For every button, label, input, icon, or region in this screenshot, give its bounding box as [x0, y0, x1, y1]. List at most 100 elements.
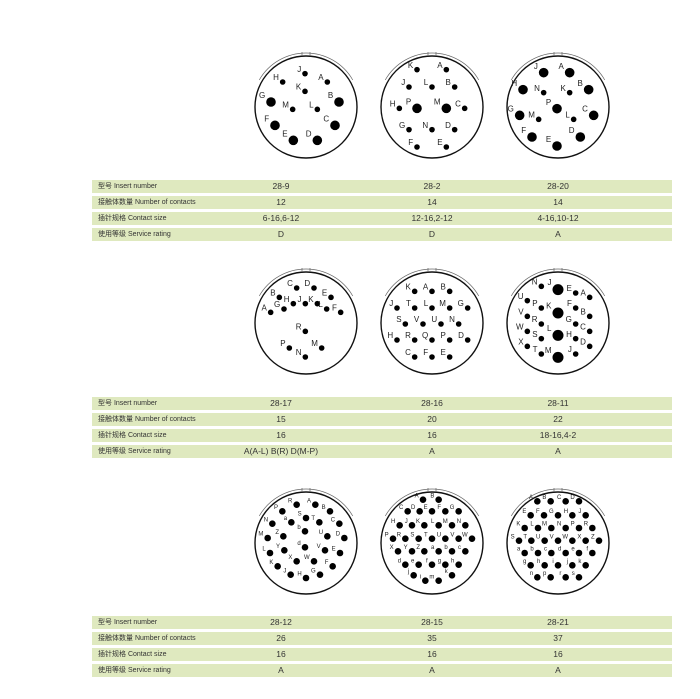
- pin-label: Z: [416, 545, 420, 551]
- pin-label: E: [437, 138, 442, 147]
- pin-label: H: [273, 73, 279, 82]
- pin-label: a: [517, 547, 521, 553]
- pin-contact: [455, 561, 462, 568]
- pin-contact: [402, 535, 409, 542]
- pin-label: C: [405, 348, 411, 357]
- pin-label: J: [548, 278, 552, 287]
- connector-diagram-28-20: J A H N K B P G M L C F D E: [506, 52, 610, 159]
- label: 型号 Insert number: [98, 400, 158, 407]
- pin-contact: [451, 126, 458, 133]
- pin-contact: [534, 574, 541, 581]
- pin-contact: [588, 110, 599, 121]
- key-notch: [427, 268, 437, 272]
- pin-contact: [287, 571, 294, 578]
- pin-contact: [334, 97, 344, 107]
- pin-contact: [455, 508, 462, 515]
- label: 使用等级 Service rating: [98, 667, 171, 674]
- key-notch: [301, 488, 311, 492]
- value: 4-16,10-12: [537, 213, 579, 223]
- pin-contact: [302, 300, 309, 307]
- pin-contact: [389, 535, 397, 542]
- pin-label: U: [319, 530, 323, 536]
- pin-label: N: [457, 519, 461, 525]
- pin-label: E: [546, 135, 551, 144]
- pin-contact: [435, 548, 442, 555]
- pin-label: U: [518, 292, 524, 301]
- pin-contact: [524, 328, 531, 335]
- pin-contact: [435, 577, 442, 584]
- pin-label: K: [408, 61, 414, 70]
- pin-label: M: [542, 522, 547, 528]
- pin-label: J: [401, 78, 405, 87]
- value: A: [429, 665, 435, 675]
- pin-label: B: [581, 308, 586, 317]
- pin-contact: [429, 305, 435, 311]
- value: 37: [553, 633, 563, 643]
- pin-contact: [281, 306, 287, 312]
- pin-contact: [583, 84, 594, 95]
- pin-contact: [316, 519, 323, 526]
- pin-contact: [280, 533, 287, 540]
- connector-diagram-28-16: K A B J T L M G S V U N H R Q P D C F E: [380, 268, 484, 375]
- pin-contact: [414, 66, 420, 73]
- pin-contact: [414, 144, 420, 150]
- pin-label: s: [572, 571, 575, 577]
- pin-label: K: [296, 83, 302, 92]
- pin-contact: [293, 501, 300, 508]
- pin-contact: [586, 294, 593, 301]
- pin-contact: [595, 537, 603, 544]
- pin-contact: [442, 508, 449, 515]
- pin-contact: [448, 572, 456, 579]
- pin-contact: [552, 307, 564, 319]
- pin-label: S: [532, 330, 537, 339]
- pin-contact: [521, 524, 528, 532]
- pin-label: C: [455, 100, 461, 109]
- pin-label: N: [449, 315, 455, 324]
- pin-label: j: [566, 559, 568, 565]
- pin-contact: [462, 548, 469, 555]
- pin-contact: [538, 321, 545, 327]
- pin-contact: [468, 535, 476, 542]
- pin-label: K: [416, 519, 420, 525]
- pin-label: R: [584, 522, 589, 528]
- pin-contact: [324, 79, 331, 85]
- pin-label: H: [297, 572, 301, 578]
- pin-label: K: [546, 302, 552, 311]
- pin-contact: [575, 549, 583, 557]
- pin-label: A: [415, 493, 419, 499]
- pin-label: b: [530, 547, 534, 553]
- pin-label: M: [443, 519, 448, 525]
- pin-label: S: [511, 534, 515, 540]
- pin-label: U: [536, 534, 540, 540]
- pin-label: A: [437, 61, 443, 70]
- pin-contact: [554, 537, 562, 544]
- pin-contact: [290, 300, 297, 307]
- pin-contact: [410, 572, 417, 579]
- pin-contact: [269, 520, 276, 527]
- value: 16: [276, 430, 286, 440]
- label: 型号 Insert number: [98, 183, 158, 190]
- value: 16: [553, 649, 563, 659]
- pin-label: D: [306, 130, 312, 139]
- pin-contact: [429, 84, 435, 90]
- value: 28-9: [272, 181, 290, 191]
- pin-contact: [323, 306, 330, 312]
- pin-label: N: [296, 348, 302, 357]
- pin-label: E: [332, 547, 336, 553]
- pin-label: E: [424, 505, 428, 511]
- pin-label: E: [441, 348, 446, 357]
- pin-contact: [564, 67, 575, 78]
- pin-label: f: [586, 547, 588, 553]
- pin-label: i: [552, 559, 553, 565]
- pin-label: L: [565, 111, 570, 120]
- pin-label: J: [534, 62, 538, 71]
- pin-contact: [527, 562, 534, 569]
- pin-contact: [310, 558, 318, 565]
- pin-label: T: [523, 534, 527, 540]
- pin-contact: [534, 524, 542, 532]
- label: 型号 Insert number: [98, 619, 158, 626]
- pin-contact: [575, 132, 586, 142]
- pin-label: J: [405, 519, 408, 525]
- pin-contact: [411, 337, 418, 343]
